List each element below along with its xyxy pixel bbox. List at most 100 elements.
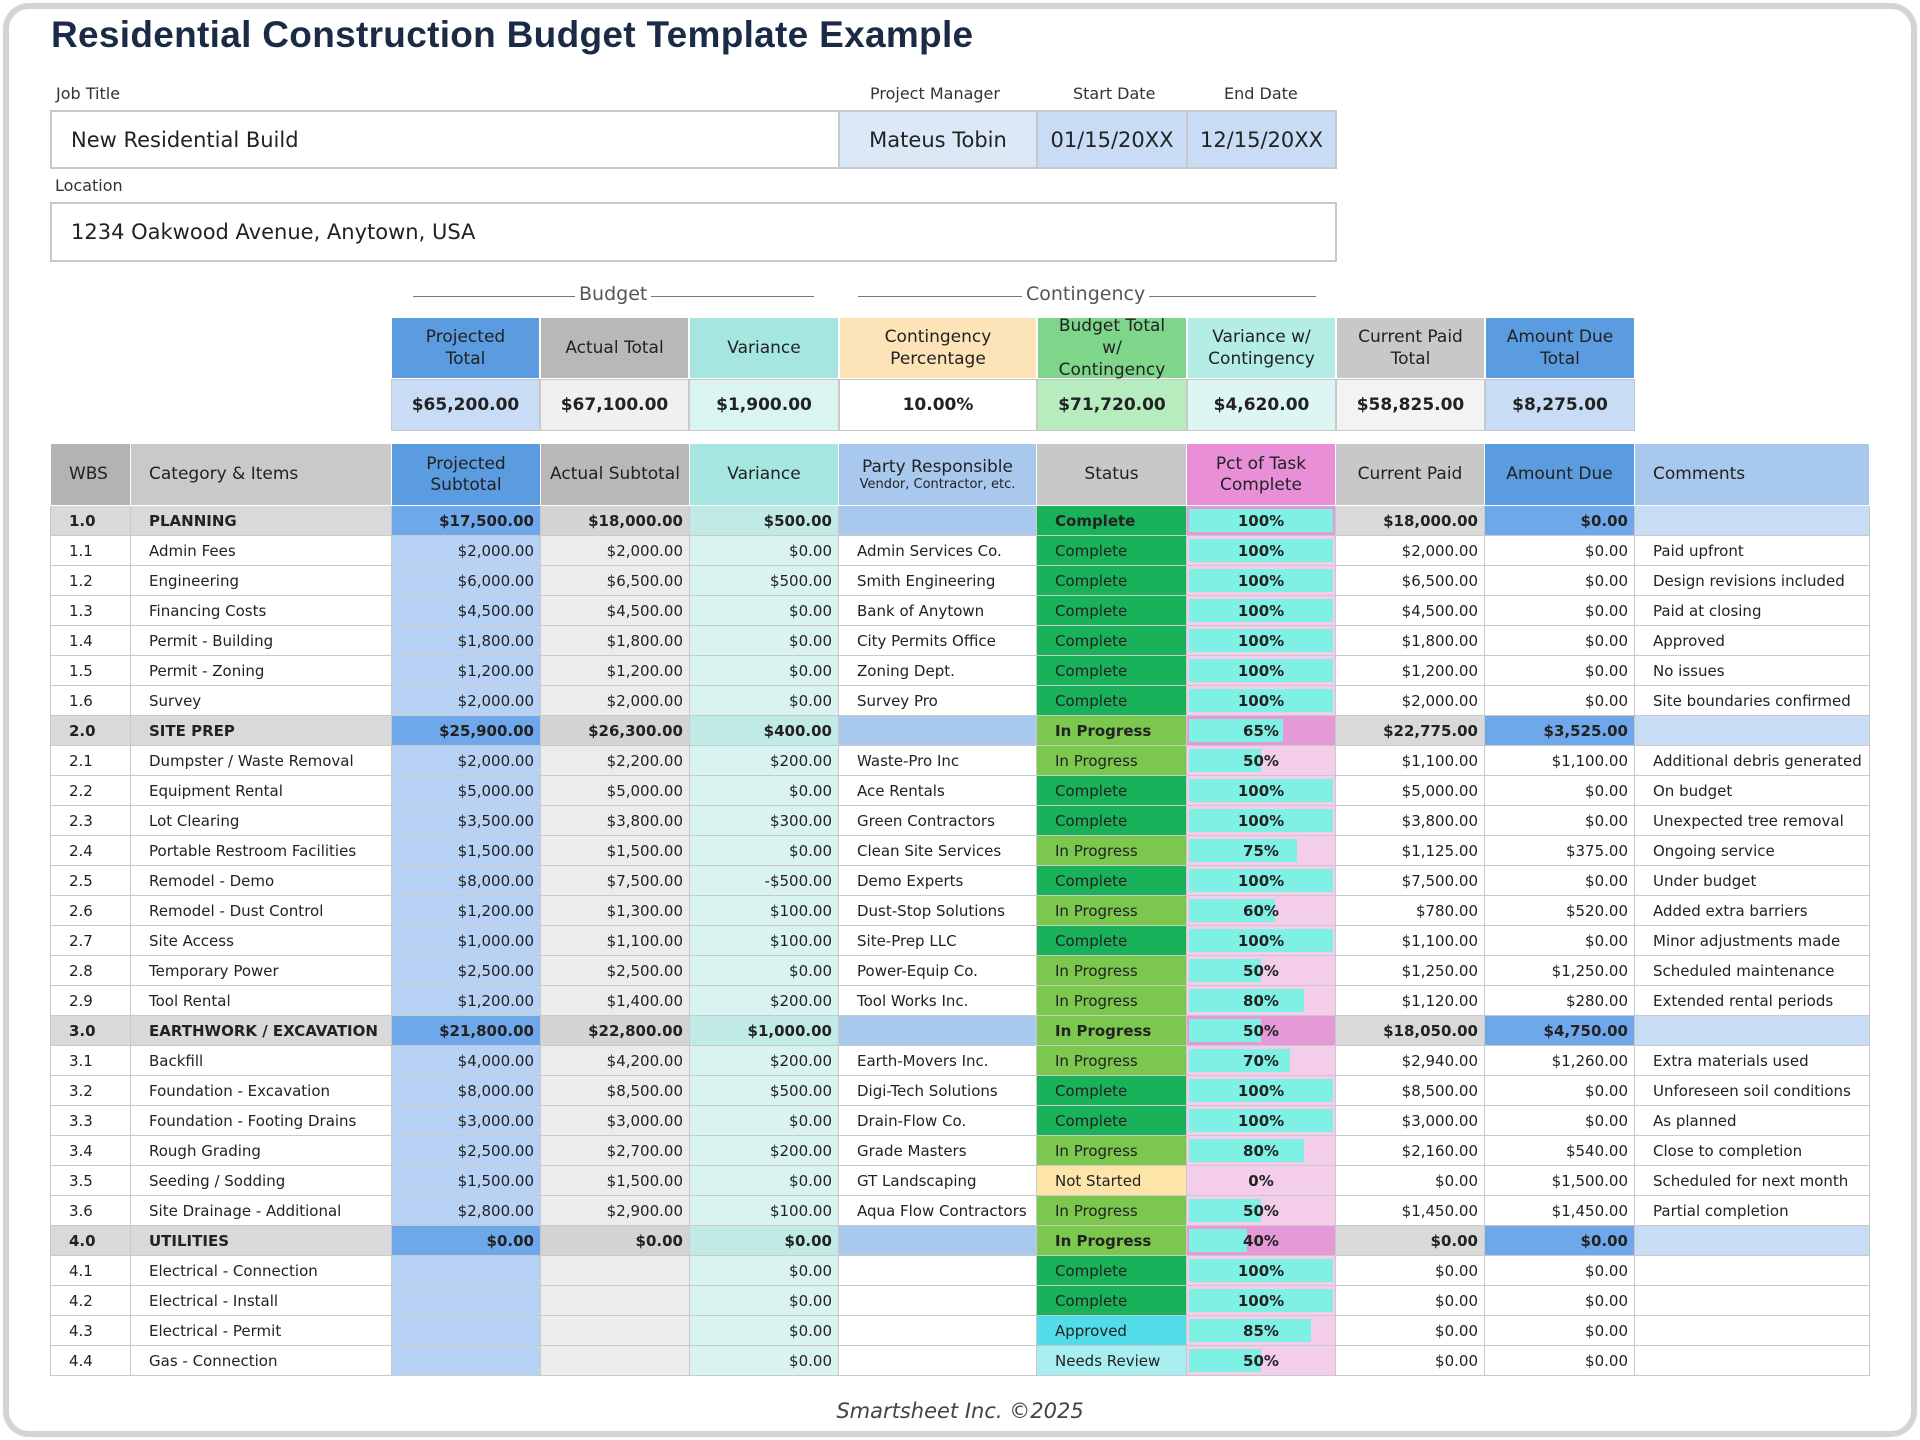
cell-text: $8,500.00 xyxy=(1401,1081,1478,1100)
cell: Unforeseen soil conditions xyxy=(1634,1075,1870,1106)
cell-text: Demo Experts xyxy=(857,871,964,890)
cell: $1,450.00 xyxy=(1335,1195,1485,1226)
status-text: In Progress xyxy=(1055,841,1138,860)
cell: In Progress xyxy=(1036,745,1187,776)
cell: $2,500.00 xyxy=(540,955,690,986)
label: Job Title xyxy=(56,84,121,103)
cell-text: $100.00 xyxy=(769,931,832,950)
cell: $0.00 xyxy=(689,1345,839,1376)
header-row: WBS Category & Items Projected Subtotal Act… xyxy=(50,443,1870,506)
cell-text: $0.00 xyxy=(789,661,832,680)
cell: $2,000.00 xyxy=(540,535,690,566)
cell: 60% xyxy=(1186,895,1336,926)
cell-text: $780.00 xyxy=(1415,901,1478,920)
cell: 1.3 xyxy=(50,595,131,626)
cell-text: Tool Works Inc. xyxy=(857,991,969,1010)
cell-text: $200.00 xyxy=(769,991,832,1010)
cell-text: $8,500.00 xyxy=(606,1081,683,1100)
cell: $17,500.00 xyxy=(391,505,541,536)
cell-text: $22,800.00 xyxy=(588,1021,683,1040)
progress-bar xyxy=(1189,1049,1290,1072)
cell-text: 1.6 xyxy=(69,691,93,710)
cell-text: $0.00 xyxy=(1585,1351,1628,1370)
label: End Date xyxy=(1224,84,1298,103)
cell-text: 4.4 xyxy=(69,1351,93,1370)
cell: $200.00 xyxy=(689,985,839,1016)
cell-text: $0.00 xyxy=(789,1321,832,1340)
cell-text: $0.00 xyxy=(1585,1321,1628,1340)
cell-text: $1,100.00 xyxy=(1401,751,1478,770)
cell-text: $2,200.00 xyxy=(606,751,683,770)
cell xyxy=(838,1345,1037,1376)
cell: 2.9 xyxy=(50,985,131,1016)
cell: $3,800.00 xyxy=(540,805,690,836)
cell-text: 4.1 xyxy=(69,1261,93,1280)
cell-text: SITE PREP xyxy=(149,721,235,740)
progress-bar xyxy=(1189,809,1333,832)
cell-text: 4.3 xyxy=(69,1321,93,1340)
cell: Complete xyxy=(1036,1285,1187,1316)
status-text: In Progress xyxy=(1055,721,1152,740)
cell: $0.00 xyxy=(1484,1225,1635,1256)
cell-text: $400.00 xyxy=(763,721,832,740)
cell: Rough Grading xyxy=(130,1135,392,1166)
cell: $100.00 xyxy=(689,1195,839,1226)
cell-text: As planned xyxy=(1653,1111,1737,1130)
cell: $1,120.00 xyxy=(1335,985,1485,1016)
progress-bar xyxy=(1189,869,1333,892)
cell: 65% xyxy=(1186,715,1336,746)
cell-text: Ongoing service xyxy=(1653,841,1775,860)
cell-text: $0.00 xyxy=(1585,631,1628,650)
summary-header: Amount Due Total xyxy=(1485,317,1635,379)
cell: 1.1 xyxy=(50,535,131,566)
cell: GT Landscaping xyxy=(838,1165,1037,1196)
title: Residential Construction Budget Template… xyxy=(51,14,974,55)
cell-text: $2,000.00 xyxy=(457,691,534,710)
cell-text: $4,500.00 xyxy=(457,601,534,620)
cell: Backfill xyxy=(130,1045,392,1076)
summary-value: $71,720.00 xyxy=(1037,379,1187,431)
status-text: Complete xyxy=(1055,541,1128,560)
status-text: In Progress xyxy=(1055,901,1138,920)
cell-text: Rough Grading xyxy=(149,1141,261,1160)
cell: $1,200.00 xyxy=(391,895,541,926)
item-row: 3.4 Rough Grading $2,500.00 $2,700.00 $200.0… xyxy=(50,1135,1870,1166)
progress-bar xyxy=(1189,1019,1261,1042)
cell-text: Grade Masters xyxy=(857,1141,967,1160)
cell: 2.6 xyxy=(50,895,131,926)
cell: $0.00 xyxy=(689,1285,839,1316)
cell: Complete xyxy=(1036,775,1187,806)
percent-text: 80% xyxy=(1243,991,1279,1010)
percent-text: 50% xyxy=(1243,1021,1279,1040)
cell-text: $2,000.00 xyxy=(457,541,534,560)
cell: Close to completion xyxy=(1634,1135,1870,1166)
cell-text: 1.2 xyxy=(69,571,93,590)
cell: 2.7 xyxy=(50,925,131,956)
cell: Site-Prep LLC xyxy=(838,925,1037,956)
cell-text: Survey Pro xyxy=(857,691,938,710)
cell-text: Foundation - Excavation xyxy=(149,1081,331,1100)
cell: $200.00 xyxy=(689,1135,839,1166)
status-text: Complete xyxy=(1055,1291,1128,1310)
cell-text: $0.00 xyxy=(789,541,832,560)
percent-text: 100% xyxy=(1237,661,1285,680)
status-text: In Progress xyxy=(1055,1231,1152,1250)
cell: 100% xyxy=(1186,595,1336,626)
cell-text: 2.8 xyxy=(69,961,93,980)
cell-text: $1,200.00 xyxy=(606,661,683,680)
progress-bar xyxy=(1189,929,1333,952)
cell: $500.00 xyxy=(689,505,839,536)
cell-text: $3,000.00 xyxy=(1401,1111,1478,1130)
cell-text: $0.00 xyxy=(789,691,832,710)
cell: Approved xyxy=(1634,625,1870,656)
cell-text: Design revisions included xyxy=(1653,571,1845,590)
cell: Extra materials used xyxy=(1634,1045,1870,1076)
cell: $0.00 xyxy=(1484,865,1635,896)
cell-text: $4,200.00 xyxy=(606,1051,683,1070)
cell-text: 3.5 xyxy=(69,1171,93,1190)
cell-text: 3.1 xyxy=(69,1051,93,1070)
cell-text: $2,000.00 xyxy=(457,751,534,770)
cell xyxy=(1634,1315,1870,1346)
cell: Unexpected tree removal xyxy=(1634,805,1870,836)
cell-text: $1,250.00 xyxy=(1401,961,1478,980)
